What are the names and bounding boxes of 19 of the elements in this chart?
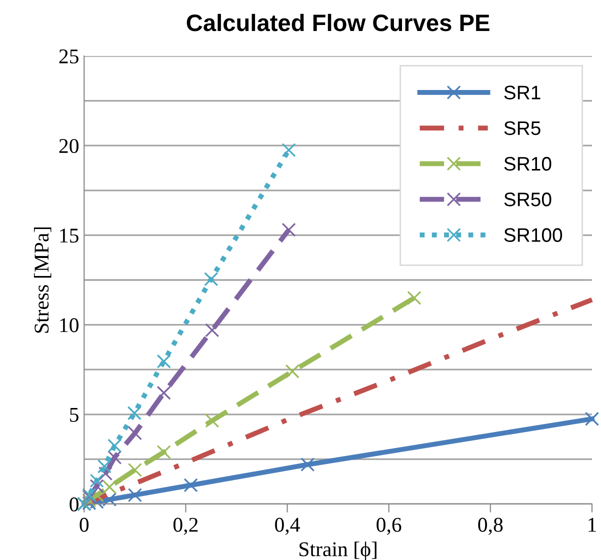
- y-axis-title: Stress [MPa]: [34, 227, 52, 333]
- legend-label: SR50: [504, 192, 552, 206]
- x-tick-label: 0,4: [275, 518, 300, 535]
- y-tick-label: 0: [70, 497, 78, 512]
- x-tick-label: 0,6: [376, 518, 402, 535]
- x-tick-label: 0,8: [478, 518, 503, 535]
- x-tick-label: 0,2: [173, 518, 198, 535]
- y-tick-label: 25: [59, 49, 78, 64]
- legend-label: SR10: [504, 156, 552, 171]
- legend-label: SR5: [504, 121, 540, 136]
- chart-title: Calculated Flow Curves PE: [186, 14, 490, 32]
- y-tick-label: 15: [60, 228, 78, 243]
- legend-label: SR100: [504, 228, 562, 242]
- x-tick-label: 0: [80, 518, 89, 532]
- y-tick-label: 10: [60, 318, 78, 332]
- legend-label: SR1: [504, 86, 540, 100]
- y-tick-label: 5: [70, 408, 78, 422]
- x-tick-label: 1: [588, 518, 596, 532]
- y-tick-label: 20: [59, 138, 78, 154]
